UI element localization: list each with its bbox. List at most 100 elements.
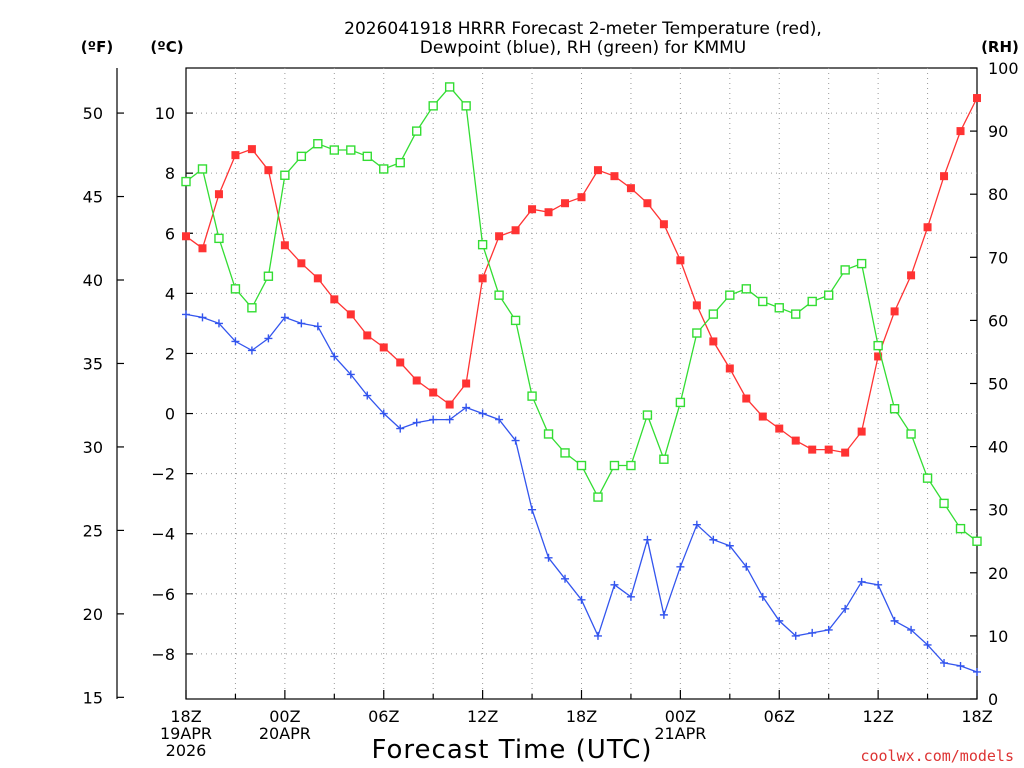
rh-point [510, 315, 521, 326]
rh-point [181, 176, 191, 187]
dewpoint-point [857, 577, 866, 586]
temperature-series [182, 94, 981, 457]
temperature-point [775, 424, 784, 433]
dewpoint-point [742, 562, 751, 571]
rh-point [444, 82, 455, 92]
rh-point [412, 126, 422, 136]
temperature-point [692, 301, 701, 310]
rh-series [181, 82, 982, 546]
dewpoint-point [758, 592, 767, 601]
rh-tick-label: 60 [988, 311, 1008, 330]
f-tick-label: 50 [83, 104, 103, 123]
series-layer [181, 82, 982, 676]
temperature-point [561, 199, 570, 208]
temperature-point [808, 445, 817, 454]
rh-point [313, 139, 323, 149]
rh-point [527, 391, 537, 401]
rh-point [758, 296, 768, 307]
dewpoint-point [725, 541, 734, 550]
x-tick-label: 06Z [764, 707, 795, 726]
dewpoint-point [956, 661, 965, 670]
rh-point [609, 460, 620, 471]
celsius-axis: −8 −6 −4 −2 0 2 4 6 8 10 [151, 104, 193, 664]
rh-point [560, 448, 570, 458]
temperature-point [907, 271, 916, 280]
rh-tick-label: 80 [988, 185, 1008, 204]
temperature-point [264, 166, 273, 175]
dewpoint-point [577, 595, 586, 604]
temperature-point [577, 193, 586, 202]
x-tick-label: 00Z [269, 707, 300, 726]
dewpoint-point [874, 580, 883, 589]
c-tick-label: −8 [151, 645, 175, 664]
dewpoint-point [396, 424, 405, 433]
dewpoint-series [182, 310, 981, 676]
rh-tick-label: 90 [988, 122, 1008, 141]
x-tick-label: 18Z [566, 707, 597, 726]
dewpoint-point [709, 535, 718, 544]
rh-point [807, 296, 817, 307]
temperature-point [659, 220, 668, 229]
f-tick-label: 30 [83, 438, 103, 457]
temperature-point [742, 394, 751, 403]
chart-title-line1: 2026041918 HRRR Forecast 2-meter Tempera… [344, 19, 822, 39]
rh-point [263, 271, 274, 281]
rh-point [774, 303, 784, 313]
rh-point [477, 239, 488, 250]
rh-point [642, 410, 653, 420]
c-tick-label: −2 [151, 465, 175, 484]
rh-point [840, 265, 850, 275]
temperature-point [923, 223, 932, 232]
rh-point [543, 429, 554, 439]
rh-axis-header: (RH) [981, 38, 1019, 56]
c-tick-label: −4 [151, 525, 175, 544]
rh-point [939, 498, 949, 509]
celsius-axis-header: (ºC) [150, 38, 183, 56]
c-tick-label: 10 [155, 104, 175, 123]
rh-tick-label: 20 [988, 564, 1008, 583]
temperature-point [280, 241, 289, 250]
dewpoint-point [659, 610, 668, 619]
c-tick-label: 6 [165, 224, 175, 243]
x-tick-label: 06Z [368, 707, 399, 726]
dewpoint-point [626, 592, 635, 601]
dewpoint-point [412, 418, 421, 427]
f-tick-label: 15 [83, 688, 103, 707]
f-tick-label: 45 [83, 188, 103, 207]
rh-point [214, 233, 224, 244]
temperature-point [758, 412, 767, 421]
rh-point [428, 101, 438, 111]
temperature-point [528, 205, 537, 214]
rh-point [692, 328, 702, 338]
rh-point [922, 473, 933, 483]
dewpoint-point [379, 409, 388, 418]
rh-point [197, 164, 208, 174]
dewpoint-point [346, 370, 355, 379]
temperature-point [676, 256, 685, 265]
rh-point [856, 258, 867, 269]
dewpoint-point [610, 580, 619, 589]
dewpoint-point [692, 520, 701, 529]
temperature-point [841, 448, 850, 457]
dewpoint-point [478, 409, 487, 418]
rh-point [296, 151, 307, 162]
x-tick-label: 19APR [160, 724, 212, 743]
rh-point [791, 309, 801, 319]
rh-point [230, 284, 241, 294]
temperature-point [940, 172, 949, 181]
dewpoint-point [462, 403, 471, 412]
rh-tick-label: 40 [988, 438, 1008, 457]
c-tick-label: 4 [165, 284, 175, 303]
temperature-point [462, 379, 471, 388]
temperature-point [709, 337, 718, 346]
dewpoint-point [280, 313, 289, 322]
rh-point [593, 492, 603, 502]
temperature-point [214, 190, 223, 199]
rh-point [329, 145, 340, 155]
temperature-line [185, 97, 978, 454]
rh-point [494, 290, 504, 300]
temperature-point [890, 307, 899, 316]
rh-point [395, 157, 405, 168]
x-axis-label: Forecast Time (UTC) [371, 735, 652, 765]
